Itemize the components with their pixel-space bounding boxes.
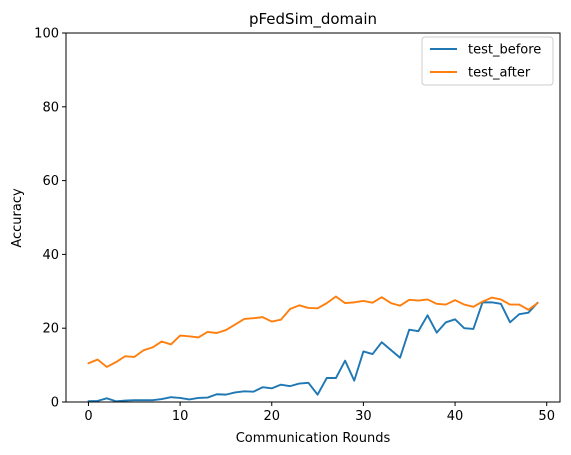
x-axis-label: Communication Rounds — [236, 431, 391, 446]
series-line-test-after — [87, 295, 539, 368]
chart-title: pFedSim_domain — [249, 10, 377, 29]
legend: test_before test_after — [421, 36, 554, 86]
x-tick-label: 30 — [355, 409, 372, 424]
y-tick-label: 0 — [51, 396, 59, 411]
legend-label: test_after — [468, 66, 531, 81]
y-tick-label: 100 — [34, 27, 59, 42]
x-tick-label: 10 — [172, 409, 189, 424]
axes-frame — [65, 32, 561, 403]
legend-label: test_before — [468, 43, 541, 58]
y-tick-label: 60 — [42, 174, 59, 189]
series-line-test-before — [87, 301, 539, 403]
plot-area: 0 10 20 30 40 50 0 20 40 60 80 100 — [34, 27, 561, 424]
y-tick-label: 20 — [42, 322, 59, 337]
x-tick-label: 50 — [538, 409, 555, 424]
y-tick-label: 80 — [42, 100, 59, 115]
y-axis-label: Accuracy — [10, 188, 25, 248]
y-tick-label: 40 — [42, 248, 59, 263]
x-tick-label: 20 — [263, 409, 280, 424]
x-tick-label: 0 — [84, 409, 92, 424]
x-tick-label: 40 — [447, 409, 464, 424]
